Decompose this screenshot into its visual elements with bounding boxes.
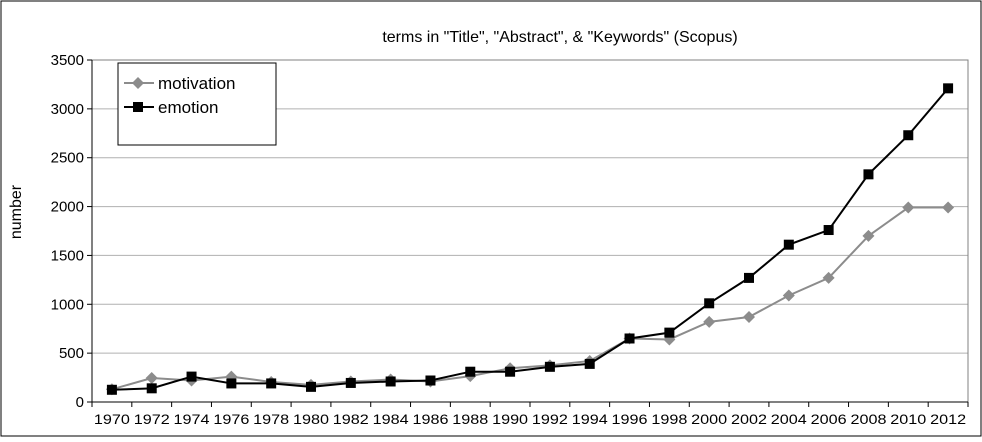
data-point — [744, 272, 754, 283]
x-tick-label: 1982 — [333, 412, 369, 427]
x-tick-label: 2002 — [731, 412, 767, 427]
data-point — [266, 378, 277, 389]
x-tick-label: 1998 — [651, 412, 687, 427]
data-point — [306, 381, 316, 392]
x-tick-label: 2004 — [771, 412, 808, 427]
x-tick-label: 2000 — [691, 412, 727, 427]
x-tick-label: 1996 — [612, 412, 648, 427]
legend-box — [117, 62, 277, 146]
legend-label: emotion — [158, 98, 218, 117]
y-tick-label: 0 — [76, 394, 84, 411]
x-tick-label: 2008 — [850, 412, 886, 427]
data-point — [943, 83, 954, 94]
data-point — [385, 376, 396, 387]
data-point — [903, 130, 914, 141]
y-tick-label: 2000 — [51, 199, 84, 216]
data-point — [743, 310, 755, 323]
legend-label: motivation — [158, 74, 235, 93]
x-tick-label: 1988 — [452, 412, 488, 427]
x-tick-label: 1986 — [412, 412, 448, 427]
data-point — [664, 327, 675, 338]
series-line-emotion — [111, 87, 949, 391]
data-point — [782, 289, 795, 302]
data-point — [863, 169, 874, 180]
x-tick-label: 1992 — [532, 412, 568, 427]
data-point — [783, 239, 794, 250]
legend-marker — [133, 102, 143, 112]
data-point — [822, 271, 835, 284]
y-tick-label: 3500 — [51, 52, 84, 69]
chart-title: terms in "Title", "Abstract", & "Keyword… — [382, 29, 737, 46]
y-tick-label: 500 — [59, 345, 84, 362]
data-point — [703, 315, 716, 328]
data-point — [505, 366, 516, 377]
x-tick-label: 2010 — [890, 412, 926, 427]
data-point — [345, 377, 356, 388]
data-point — [704, 298, 715, 309]
data-point — [146, 383, 157, 394]
x-tick-label: 1972 — [134, 412, 170, 427]
series-layer — [105, 83, 955, 396]
data-point — [186, 371, 197, 382]
data-point — [584, 358, 595, 369]
y-tick-label: 1500 — [51, 247, 84, 264]
legend: motivation emotion — [117, 62, 277, 146]
data-point — [465, 366, 476, 377]
data-point — [942, 201, 955, 214]
x-tick-label: 1976 — [213, 412, 249, 427]
x-tick-label: 1984 — [373, 412, 410, 427]
y-tick-label: 2500 — [51, 150, 84, 167]
y-tick-label: 3000 — [51, 101, 84, 118]
data-point — [902, 201, 915, 214]
x-tick-label: 1994 — [572, 412, 609, 427]
data-point — [425, 375, 436, 386]
x-tick-label: 2012 — [930, 412, 966, 427]
x-tick-label: 2006 — [811, 412, 847, 427]
data-point — [823, 225, 834, 236]
x-tick-label: 1990 — [492, 412, 528, 427]
x-tick-label: 1978 — [253, 412, 289, 427]
y-axis-label: number — [8, 184, 25, 239]
data-point — [106, 384, 117, 395]
series-emotion — [106, 83, 954, 395]
data-point — [544, 361, 555, 372]
data-point — [145, 372, 158, 385]
legend-marker — [132, 77, 144, 89]
series-line-motivation — [111, 206, 949, 391]
data-point — [624, 333, 635, 344]
y-tick-label: 1000 — [51, 296, 84, 313]
x-tick-label: 1970 — [94, 412, 130, 427]
axes: 0 500 1000 1500 2000 2500 3000 3500 1970 1972 1974… — [51, 52, 969, 427]
data-point — [862, 229, 875, 242]
data-point — [226, 378, 237, 389]
x-tick-label: 1974 — [174, 412, 211, 427]
x-tick-label: 1980 — [293, 412, 329, 427]
